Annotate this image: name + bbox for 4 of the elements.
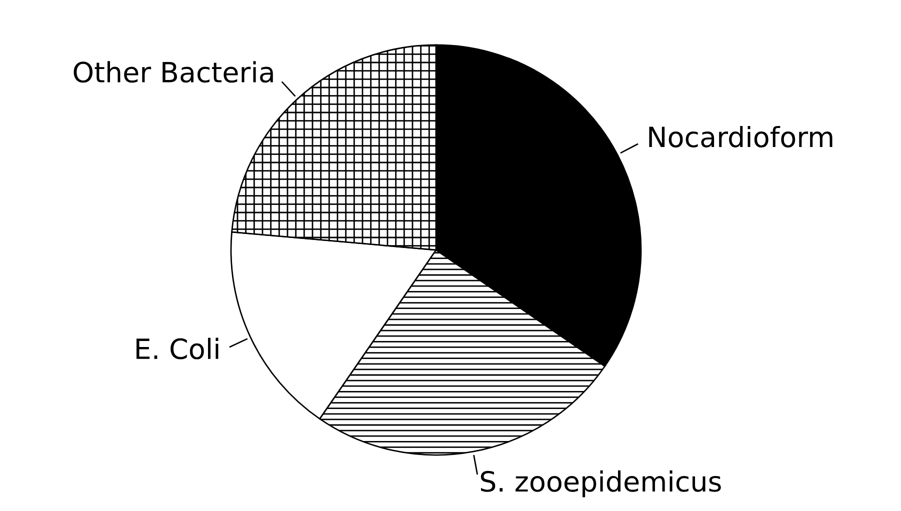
slice-label: S. zooepidemicus [480, 470, 721, 498]
slice-label: Other Bacteria [74, 61, 273, 83]
slice-label: E. Coli [136, 338, 218, 360]
slice-label: Nocardioform [649, 126, 832, 148]
